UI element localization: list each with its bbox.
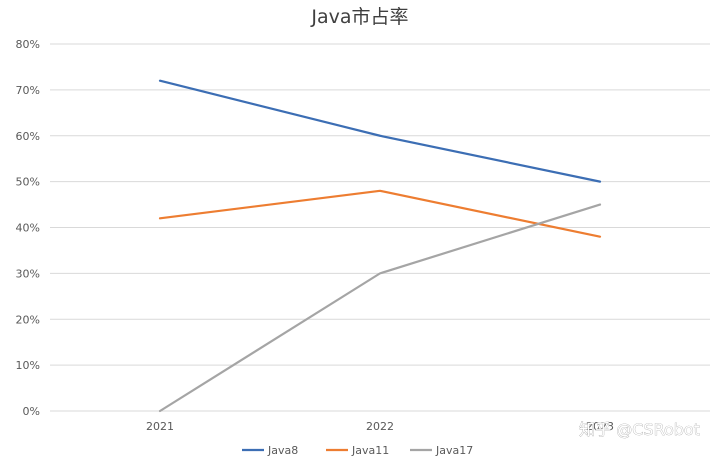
y-tick-label: 70% <box>16 84 40 97</box>
y-tick-label: 60% <box>16 130 40 143</box>
y-tick-label: 50% <box>16 176 40 189</box>
y-tick-label: 30% <box>16 267 40 280</box>
series-line-java11 <box>160 191 600 237</box>
y-tick-label: 0% <box>23 405 40 418</box>
x-tick-label: 2021 <box>146 420 174 433</box>
y-axis-tick-labels: 0% 10% 20% 30% 40% 50% 60% 70% 80% <box>16 38 40 418</box>
legend-label-java11: Java11 <box>351 444 389 457</box>
y-tick-label: 40% <box>16 222 40 235</box>
gridlines <box>50 44 710 411</box>
legend-label-java17: Java17 <box>435 444 473 457</box>
series-lines <box>160 81 600 412</box>
series-line-java17 <box>160 205 600 411</box>
series-line-java8 <box>160 81 600 182</box>
y-tick-label: 10% <box>16 359 40 372</box>
legend-label-java8: Java8 <box>267 444 298 457</box>
chart-title: Java市占率 <box>310 6 408 28</box>
y-tick-label: 20% <box>16 313 40 326</box>
x-tick-label: 2022 <box>366 420 394 433</box>
y-tick-label: 80% <box>16 38 40 51</box>
legend: Java8 Java11 Java17 <box>242 444 473 457</box>
watermark: 知乎 @CSRobot <box>579 420 700 439</box>
